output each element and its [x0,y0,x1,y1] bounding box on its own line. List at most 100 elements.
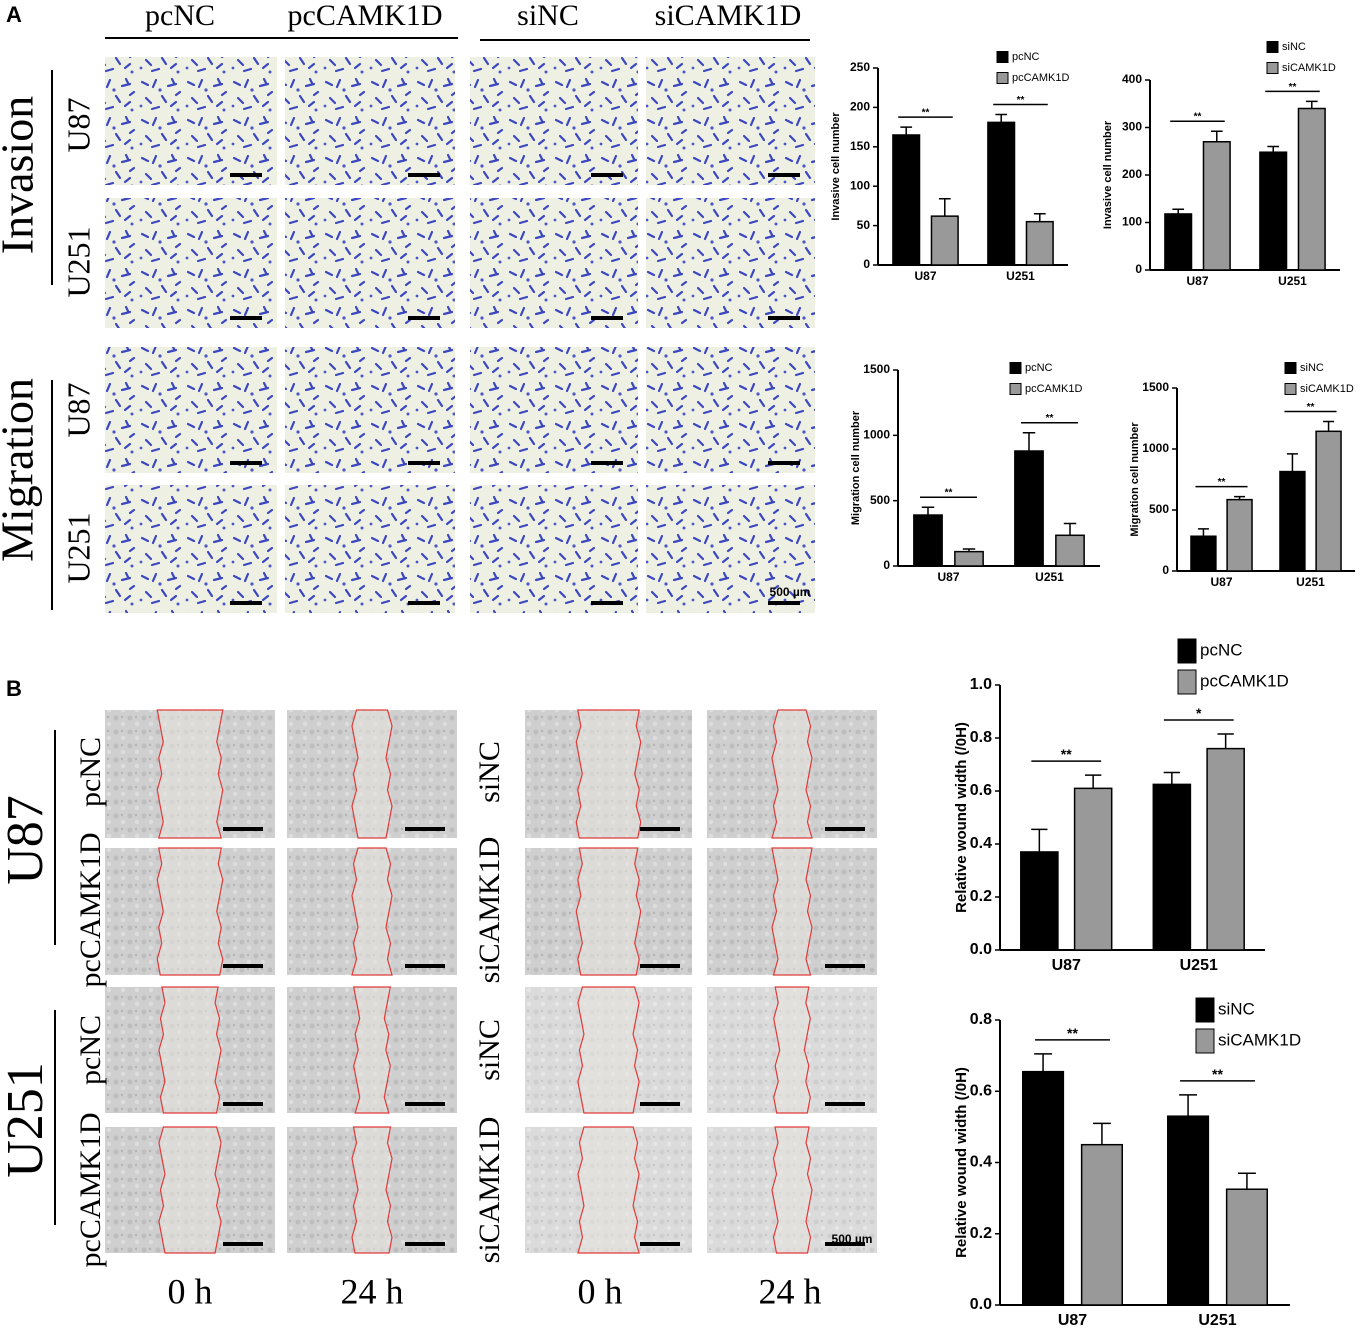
scale-bar [640,1242,680,1246]
y-axis-label: Invasive cell number [1102,120,1114,229]
bar [913,514,943,567]
bar [1315,430,1342,572]
significance: ** [1194,112,1202,123]
scale-bar [230,316,262,320]
label: Migration [0,378,43,562]
legend-label: siCAMK1D [1300,383,1354,395]
significance: ** [1017,95,1025,106]
y-tick-label: 0 [1135,262,1142,276]
legend-swatch [1177,638,1197,664]
wound-outline [771,1126,813,1254]
bar [1025,220,1054,266]
scale-bar [405,964,445,968]
significance: ** [922,108,930,119]
y-tick-label: 200 [850,100,870,114]
y-tick-label: 1500 [1142,380,1169,394]
x-tick-label: U251 [1180,957,1218,974]
scale-bar [768,601,800,605]
scale-bar [768,173,800,177]
y-tick-label: 1000 [1142,441,1169,455]
legend-swatch [1284,362,1297,374]
scale-bar [768,461,800,465]
scale-bar [825,1242,865,1246]
label: siNC [473,1019,506,1081]
error-bar [938,198,951,217]
y-tick-label: 0.8 [970,729,992,746]
bar [1202,141,1231,271]
y-tick-label: 0 [1162,563,1169,577]
bar [1279,470,1306,572]
error-bar [1063,522,1077,536]
label: U251 [60,512,96,583]
wound-outline [773,986,811,1114]
bar [1080,1143,1123,1306]
wound-outline [351,847,393,976]
bar [1225,1188,1268,1306]
bar [1055,534,1085,567]
legend-label: pcNC [1200,640,1243,659]
scale-bar [230,173,262,177]
error-bar [962,548,976,552]
error-bar [1238,1172,1256,1190]
micrograph [105,485,277,613]
legend-swatch [1266,62,1279,74]
label: siCAMK1D [473,1117,506,1264]
bar [1167,1115,1210,1306]
micrograph [646,57,815,185]
significance: ** [1307,402,1315,413]
wound-outline [577,1126,640,1254]
legend-swatch [996,51,1009,63]
scale-bar [640,1102,680,1106]
scale-bar [223,1242,263,1246]
x-tick-label: U251 [1198,1312,1236,1329]
scale-bar [591,173,623,177]
bar [1014,450,1044,567]
label: 500 µm [832,1232,873,1246]
error-bar [1267,145,1280,153]
bar [987,121,1016,266]
x-tick-label: U87 [1058,1312,1087,1329]
error-bar [1034,1053,1052,1072]
label: 0 h [578,1271,623,1311]
y-tick-label: 0.6 [970,782,992,799]
micrograph [470,57,638,185]
y-axis-label: Invasive cell number [830,112,842,221]
label: pcCAMK1D [288,0,443,32]
legend-label: siNC [1300,362,1324,374]
y-tick-label: 300 [1122,120,1142,134]
scale-bar [591,316,623,320]
label: siCAMK1D [655,0,802,32]
scale-bar [223,827,263,831]
label: U251 [60,226,96,297]
error-bar [995,113,1008,123]
micrograph [105,57,277,185]
wound-outline [351,709,393,839]
y-tick-label: 0.4 [970,835,992,852]
bar [1206,747,1245,951]
x-tick-label: U87 [914,269,936,283]
legend-swatch [1195,997,1215,1023]
legend-label: siCAMK1D [1282,62,1336,74]
legend-swatch [1284,383,1297,395]
label: U87 [0,795,54,885]
legend-swatch [1266,41,1279,53]
legend-label: siNC [1218,999,1255,1018]
error-bar [1210,130,1223,142]
bar [1297,107,1326,271]
bar [1259,151,1288,271]
label: U87 [60,97,96,152]
x-tick-label: U87 [1210,575,1232,589]
micrograph [646,347,815,473]
micrograph [285,57,455,185]
significance: * [1196,705,1202,721]
x-tick-label: U251 [1035,570,1064,584]
y-tick-label: 1500 [863,362,890,376]
y-tick-label: 150 [850,139,870,153]
x-tick-label: U87 [1052,957,1081,974]
legend-swatch [1195,1028,1215,1054]
y-tick-label: 0.2 [970,888,992,905]
x-tick-label: U251 [1006,269,1035,283]
wound-outline [156,709,224,839]
bar [1190,535,1217,572]
